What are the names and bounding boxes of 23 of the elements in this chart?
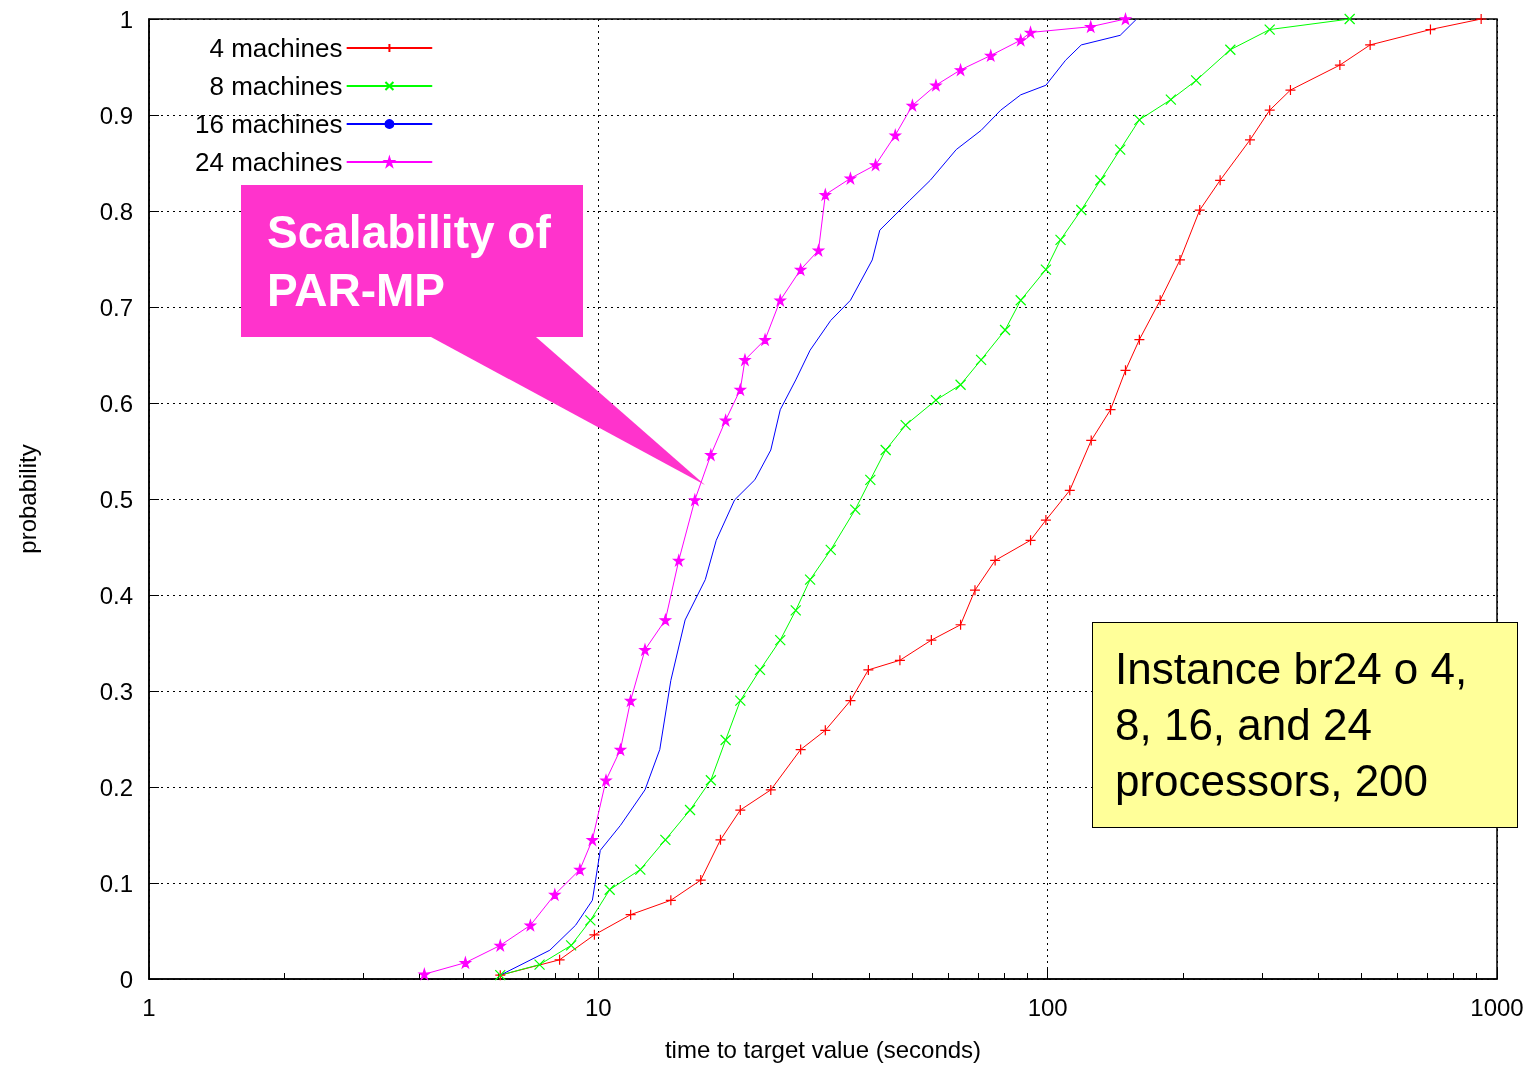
y-tick-label: 0.9 [99,101,133,129]
y-tick-label: 0.4 [99,581,133,609]
x-tick-label: 1000 [1470,993,1524,1021]
legend-label: 16 machines [195,109,343,139]
x-tick-label: 10 [584,993,612,1021]
x-tick-label: 1 [142,993,156,1021]
x-tick-label: 100 [1027,993,1068,1021]
y-tick-label: 0.2 [99,773,133,801]
legend-label: 8 machines [209,71,343,101]
legend-label: 4 machines [209,33,343,63]
y-tick-label: 0.1 [99,869,133,897]
y-tick-label: 0.7 [99,293,133,321]
annotation: Instance br24 o 4, 8, 16, and 24 processors, 200 [1092,622,1518,828]
y-tick-label: 0 [119,965,133,993]
y-tick-label: 0.8 [99,197,133,225]
y-tick-label: 0.6 [99,389,133,417]
legend-label: 24 machines [195,147,343,177]
y-tick-label: 1 [119,5,133,33]
annotation: Scalability of PAR-MP [267,205,552,318]
x-axis-title: time to target value (seconds) [664,1035,982,1063]
y-axis-title: probability [13,444,41,554]
y-tick-label: 0.3 [99,677,133,705]
y-tick-label: 0.5 [99,485,133,513]
